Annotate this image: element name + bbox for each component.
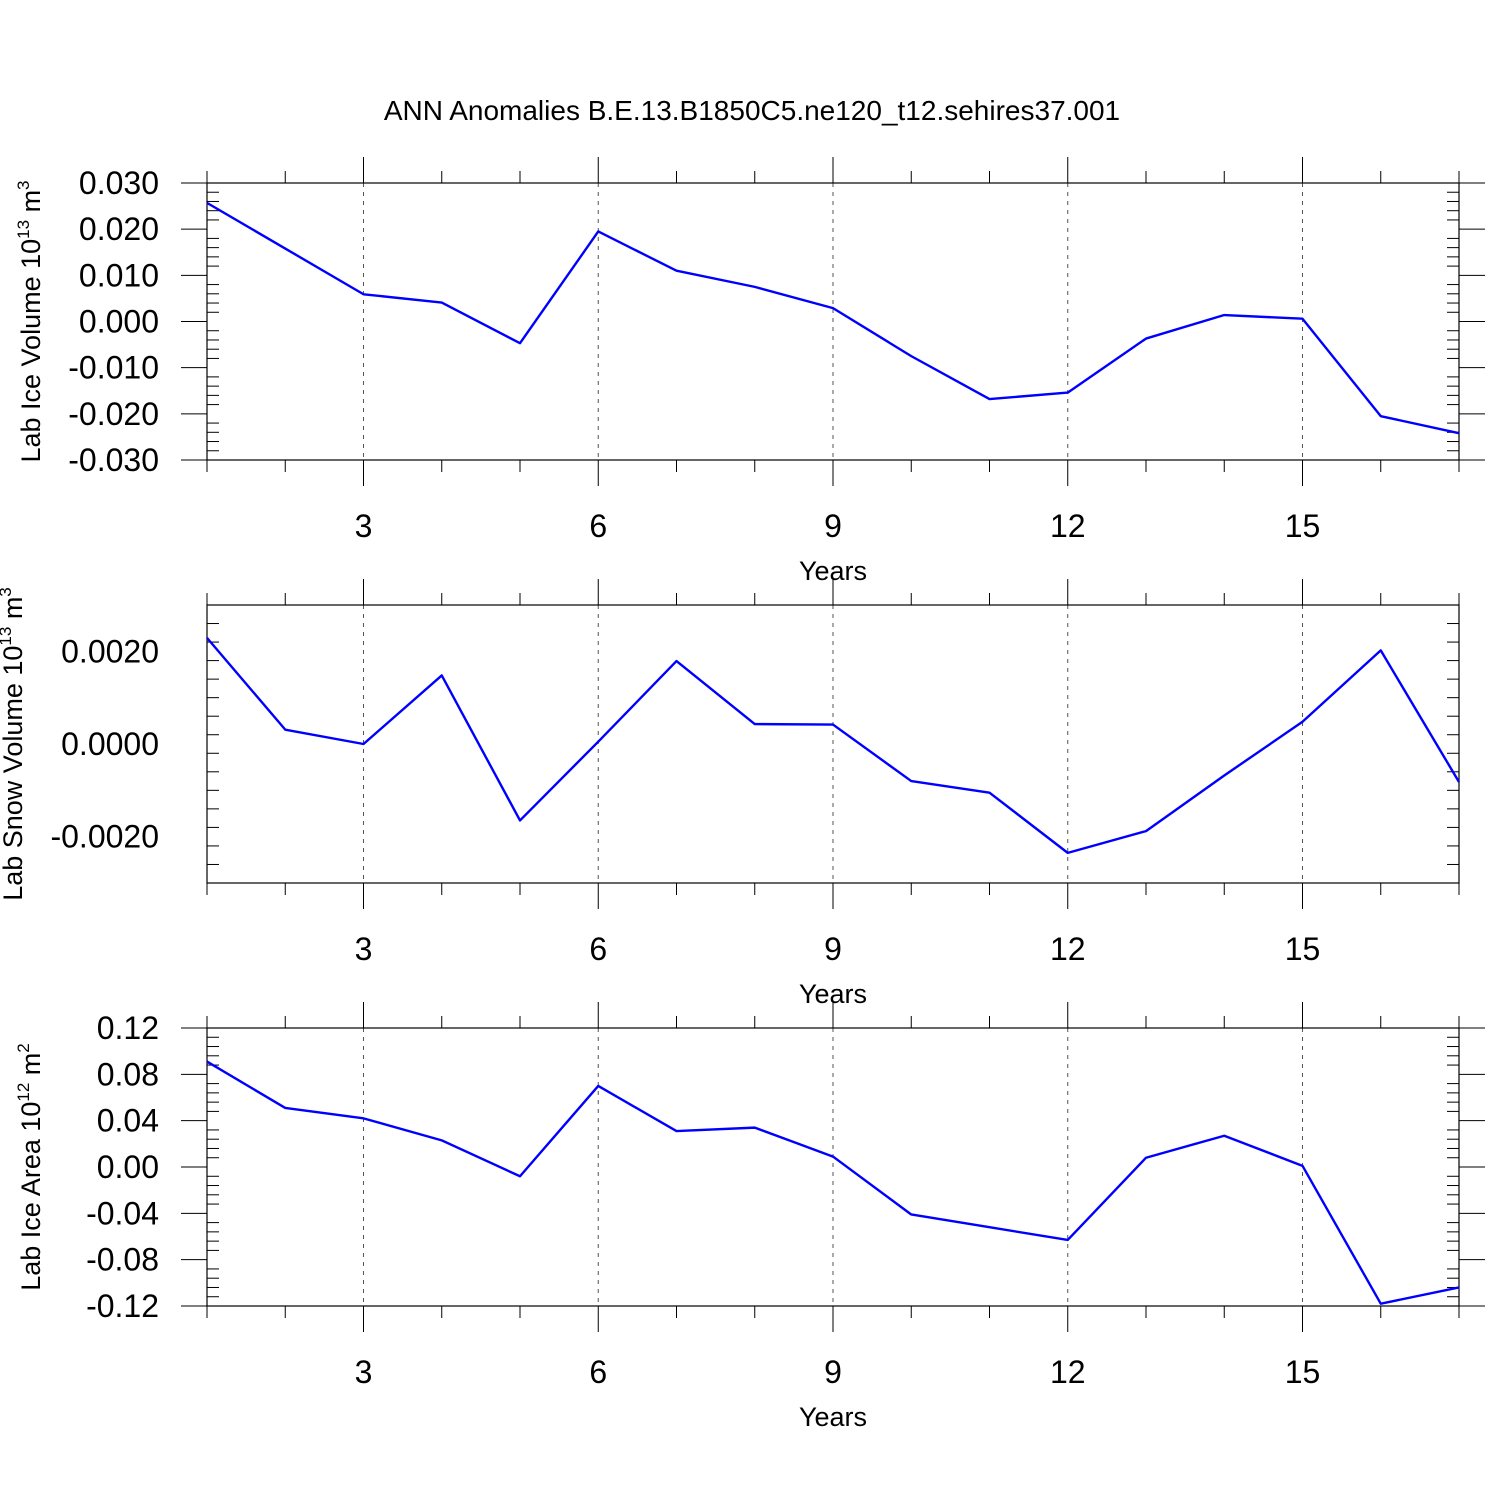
y-axis-label-unit: m: [0, 597, 28, 627]
y-axis-label-text: Lab Ice Area 10: [16, 1102, 46, 1291]
y-axis-label-exponent: 13: [14, 220, 33, 239]
y-axis-label-text: Lab Snow Volume 10: [0, 646, 28, 901]
y-axis-label: Lab Snow Volume 1013 m3: [0, 587, 28, 901]
y-axis-label-exponent: 13: [0, 627, 15, 646]
x-tick-label: 6: [589, 508, 607, 544]
x-tick-label: 9: [824, 508, 842, 544]
x-tick-label: 15: [1285, 931, 1321, 967]
x-tick-label: 6: [589, 931, 607, 967]
chart-panel-1: 3 6 9 12 15Years-0.030-0.020-0.0100.0000.010…: [14, 157, 1485, 586]
x-tick-label: 9: [824, 931, 842, 967]
y-tick-label: 0.12: [97, 1010, 159, 1046]
y-axis-label: Lab Ice Volume 1013 m3: [14, 180, 46, 462]
y-axis-label-unit: m: [16, 190, 46, 220]
x-tick-label: 3: [355, 931, 373, 967]
figure-title: ANN Anomalies B.E.13.B1850C5.ne120_t12.s…: [384, 95, 1120, 126]
x-tick-label: 3: [355, 508, 373, 544]
y-axis-label-unit-exponent: 3: [0, 587, 15, 596]
y-tick-label: -0.12: [86, 1288, 159, 1324]
y-tick-label: 0.000: [79, 304, 159, 340]
y-tick-label: 0.010: [79, 257, 159, 293]
x-tick-label: 9: [824, 1354, 842, 1390]
x-tick-label: 15: [1285, 1354, 1321, 1390]
y-tick-label: 0.0020: [61, 633, 159, 669]
x-tick-label: 6: [589, 1354, 607, 1390]
y-tick-label: 0.00: [97, 1149, 159, 1185]
panels: 3 6 9 12 15 Years -0.030 -0.020 -0.010 0.000 0.010…: [0, 157, 1485, 1432]
y-tick-label: 0.020: [79, 211, 159, 247]
y-tick-label: -0.08: [86, 1242, 159, 1278]
y-tick-label: -0.030: [68, 442, 159, 478]
y-axis-label-exponent: 12: [14, 1083, 33, 1102]
x-tick-label: 15: [1285, 508, 1321, 544]
x-tick-label: 12: [1050, 931, 1086, 967]
x-tick-label: 12: [1050, 508, 1086, 544]
y-tick-label: 0.04: [97, 1103, 159, 1139]
y-tick-label: -0.0020: [50, 819, 159, 855]
chart-panel-3: 3 6 9 12 15 Years -0.12 -0.08 -0.04 0.00 0.04 0.08 0…: [14, 1002, 1485, 1432]
y-tick-label: 0.0000: [61, 726, 159, 762]
x-tick-label: 12: [1050, 1354, 1086, 1390]
y-axis-label: Lab Ice Area 1012 m2: [14, 1043, 46, 1291]
y-axis-label-unit: m: [16, 1053, 46, 1083]
x-axis-label: Years: [799, 1402, 867, 1432]
y-tick-label: 0.08: [97, 1056, 159, 1092]
y-tick-label: -0.020: [68, 396, 159, 432]
x-tick-label: 3: [355, 1354, 373, 1390]
y-tick-label: -0.04: [86, 1195, 159, 1231]
y-axis-label-text: Lab Ice Volume 10: [16, 239, 46, 463]
y-axis-label-unit-exponent: 2: [14, 1043, 33, 1052]
y-axis-label-unit-exponent: 3: [14, 180, 33, 189]
y-tick-label: -0.010: [68, 350, 159, 386]
y-tick-label: 0.030: [79, 165, 159, 201]
